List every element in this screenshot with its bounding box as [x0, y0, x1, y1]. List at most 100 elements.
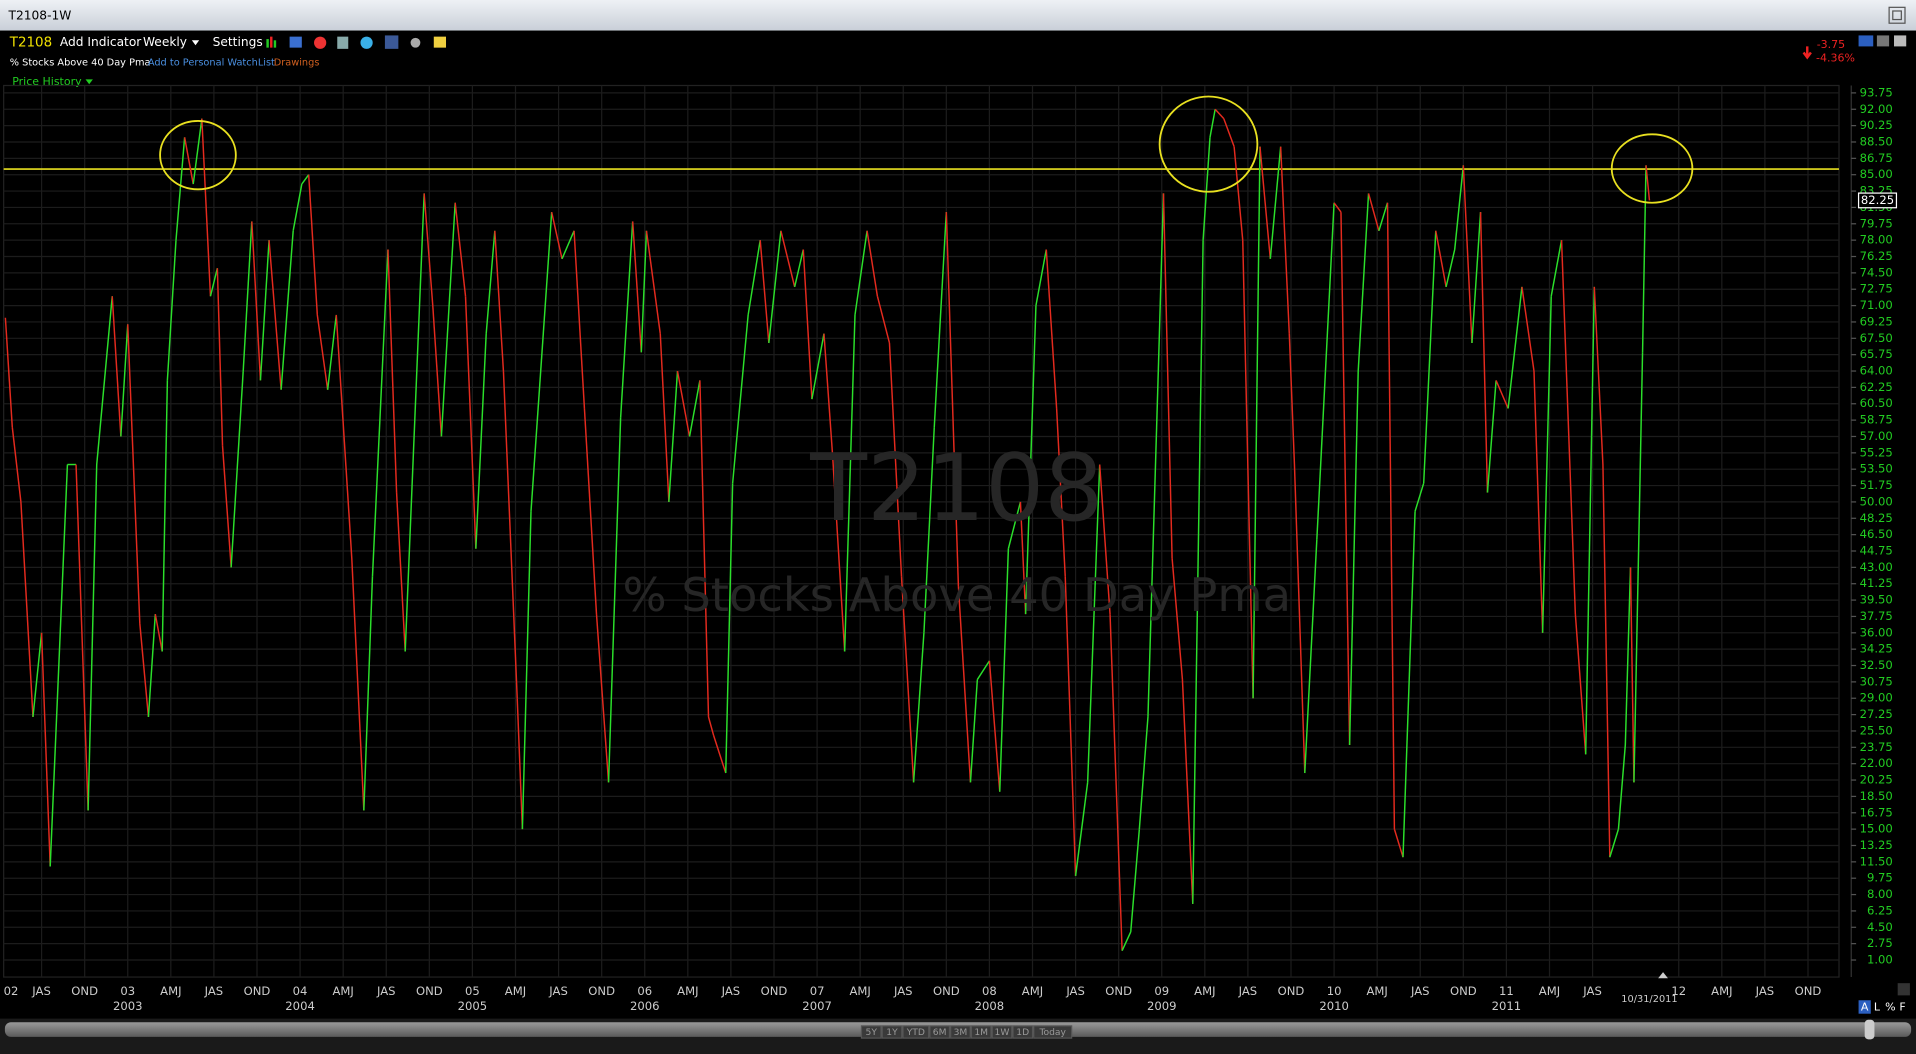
y-tick-label: 76.25 [1860, 249, 1893, 263]
range-button[interactable] [881, 1025, 903, 1039]
camera-icon[interactable] [410, 37, 421, 48]
x-tick-label: 04 [293, 984, 308, 998]
line-segment [668, 370, 679, 502]
panel-button[interactable] [1876, 35, 1890, 47]
panel-button[interactable] [1894, 35, 1907, 47]
print-icon[interactable] [337, 36, 349, 49]
range-button-label[interactable]: 6M [933, 1027, 947, 1038]
draw-button[interactable] [1897, 983, 1910, 996]
line-segment [95, 296, 113, 465]
line-segment [659, 333, 670, 502]
y-tick-label: 79.75 [1860, 216, 1893, 230]
line-segment [32, 632, 43, 718]
range-button-label[interactable]: 5Y [866, 1027, 878, 1038]
range-button-label[interactable]: 1D [1016, 1027, 1029, 1038]
range-button[interactable] [860, 1025, 882, 1039]
line-segment [945, 212, 960, 587]
line-segment [888, 342, 903, 577]
drawings-link[interactable]: Drawings [274, 57, 320, 68]
axis-mode-button[interactable] [1858, 1000, 1871, 1014]
y-tick-label: 48.25 [1860, 511, 1893, 525]
y-tick-label: 44.75 [1860, 544, 1893, 558]
y-tick-label: 71.00 [1860, 298, 1893, 312]
annotation-circles [159, 95, 1694, 204]
plot-frame [3, 84, 1840, 978]
window-title: T2108-1W [8, 8, 72, 22]
line-segment [1129, 829, 1141, 933]
range-button-label[interactable]: 1Y [886, 1027, 898, 1038]
line-segment [923, 427, 935, 633]
y-tick-label: 37.75 [1860, 609, 1893, 623]
line-segment [1064, 576, 1077, 876]
axis-mode[interactable]: F [1899, 1001, 1905, 1014]
line-segment [1233, 146, 1244, 241]
axis-mode[interactable]: L [1874, 1001, 1881, 1014]
save-icon[interactable] [289, 36, 302, 48]
annotation-circle [159, 119, 237, 191]
line-segment [1171, 557, 1184, 680]
line-segment [854, 230, 868, 316]
y-tick-label: 92.00 [1860, 102, 1893, 116]
alert-icon[interactable] [314, 36, 327, 49]
panel-button[interactable] [1858, 35, 1874, 47]
range-button[interactable] [991, 1025, 1013, 1039]
line-segment [49, 464, 69, 867]
range-button[interactable] [1012, 1025, 1034, 1039]
line-segment [912, 632, 925, 783]
line-segment [230, 370, 244, 568]
y-tick-label: 58.75 [1860, 413, 1893, 427]
range-button[interactable] [1033, 1025, 1073, 1039]
x-tick-label: JAS [721, 984, 741, 998]
range-button-label[interactable]: 3M [954, 1027, 968, 1038]
range-button-label[interactable]: 1W [995, 1027, 1010, 1038]
line-segment [326, 314, 337, 390]
range-button[interactable] [929, 1025, 951, 1039]
range-button-label[interactable]: Today [1038, 1027, 1066, 1038]
restore-button[interactable] [1888, 6, 1906, 24]
range-button-label[interactable]: 1M [974, 1027, 988, 1038]
line-segment [1629, 567, 1635, 783]
x-year-label: 2007 [802, 999, 832, 1013]
line-segment [1584, 286, 1596, 755]
symbol[interactable]: T2108 [9, 36, 52, 51]
line-segment [707, 716, 715, 736]
line-segment [316, 314, 329, 390]
y-tick-label: 29.00 [1860, 691, 1893, 705]
add-indicator[interactable]: Add Indicator [60, 35, 142, 49]
range-button[interactable] [950, 1025, 971, 1039]
dropdown-arrow [85, 79, 93, 85]
line-segment [1386, 202, 1396, 830]
line-segment [1055, 408, 1066, 577]
x-tick-label: OND [71, 984, 98, 998]
line-segment [1109, 614, 1123, 951]
y-tick-label: 74.50 [1860, 265, 1893, 279]
scroll-handle[interactable] [1864, 1019, 1875, 1040]
range-button-label[interactable]: YTD [906, 1027, 925, 1038]
toolbar-icons [266, 35, 447, 49]
x-tick-label: JAS [204, 984, 224, 998]
watchlist-link[interactable]: Add to Personal WatchList [148, 57, 275, 68]
line-segment [631, 221, 643, 353]
y-tick-label: 39.50 [1860, 593, 1893, 607]
line-segment [607, 417, 622, 783]
axis-mode[interactable]: % [1885, 1001, 1895, 1014]
settings[interactable]: Settings [213, 35, 263, 49]
line-segment [1357, 193, 1370, 372]
line-segment [645, 230, 661, 334]
line-segment [1333, 202, 1342, 213]
facebook-icon[interactable] [384, 35, 399, 49]
line-segment [876, 296, 891, 344]
axis-mode[interactable]: A [1861, 1001, 1869, 1014]
range-button[interactable] [902, 1025, 930, 1039]
period-select[interactable]: Weekly [143, 35, 187, 49]
x-year-label: 2005 [458, 999, 488, 1013]
panel-title[interactable]: Price History [12, 75, 82, 88]
range-button[interactable] [970, 1025, 992, 1039]
watermark-description: % Stocks Above 40 Day Pma [622, 568, 1291, 622]
twitter-icon[interactable] [360, 36, 373, 49]
line-segment [1495, 380, 1509, 409]
line-segment [1138, 716, 1149, 830]
line-segment [1121, 931, 1132, 951]
y-tick-label: 9.75 [1867, 871, 1893, 885]
note-icon[interactable] [433, 36, 447, 48]
